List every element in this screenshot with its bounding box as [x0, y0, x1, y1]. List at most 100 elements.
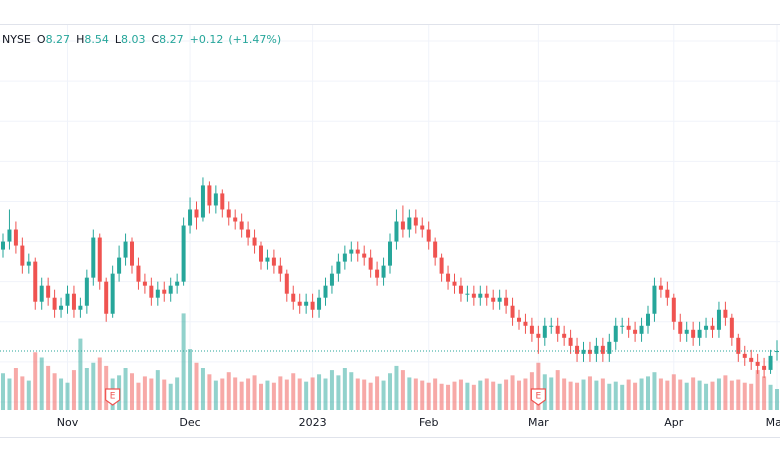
volume-bar	[536, 362, 541, 410]
candle-body	[149, 285, 154, 298]
candle-body	[600, 345, 605, 354]
candle-body	[710, 325, 715, 330]
candle-body	[84, 277, 89, 306]
volume-bar	[491, 381, 496, 410]
candle-body	[239, 221, 244, 230]
volume-bar	[581, 379, 586, 410]
x-tick-label: 2023	[299, 416, 327, 429]
volume-bar	[162, 379, 167, 410]
candle-body	[594, 345, 599, 354]
volume-bar	[704, 383, 709, 410]
legend-value: 8.54	[84, 33, 109, 46]
volume-bar	[65, 382, 70, 410]
volume-bar	[762, 376, 767, 410]
candle-body	[1, 241, 5, 250]
volume-bar	[458, 379, 463, 410]
legend-key: C	[151, 33, 159, 46]
candle-body	[562, 333, 567, 338]
volume-bar	[59, 378, 64, 410]
candle-body	[310, 301, 315, 310]
candle-body	[207, 185, 212, 206]
volume-bar	[407, 377, 412, 410]
volume-bar	[207, 374, 212, 410]
volume-bar	[607, 383, 612, 410]
candle-body	[271, 257, 276, 266]
candle-body	[704, 325, 709, 330]
volume-bar	[600, 378, 605, 410]
candle-body	[368, 257, 373, 270]
candle-body	[517, 317, 521, 322]
volume-bar	[239, 381, 244, 410]
volume-bar	[568, 381, 573, 410]
candle-body	[529, 325, 534, 334]
volume-bar	[555, 370, 560, 410]
volume-bar	[194, 362, 199, 410]
x-tick-label: Apr	[664, 416, 684, 429]
volume-bar	[136, 382, 141, 410]
volume-bar	[388, 373, 392, 410]
candle-body	[652, 285, 657, 314]
volume-bar	[20, 376, 25, 410]
candle-body	[317, 297, 322, 310]
candle-body	[658, 285, 663, 290]
candle-body	[136, 265, 141, 282]
legend-header: NYSE O8.27 H8.54 L8.03 C8.27 +0.12 (+1.47%)	[2, 33, 281, 46]
volume-bar	[97, 357, 102, 410]
candle-body	[536, 333, 541, 338]
volume-bar	[420, 380, 425, 410]
candle-body	[323, 285, 328, 298]
volume-bar	[484, 378, 489, 410]
earnings-marker: E	[105, 388, 121, 406]
volume-bar	[671, 374, 676, 410]
legend-value: 8.03	[121, 33, 146, 46]
candle-body	[613, 325, 618, 342]
volume-bar	[349, 372, 354, 410]
candle-body	[626, 325, 631, 330]
earnings-label: E	[536, 392, 542, 402]
candle-body	[362, 253, 367, 258]
volume-bar	[478, 380, 483, 410]
candle-body	[549, 325, 554, 327]
candle-body	[213, 193, 218, 206]
volume-bar	[691, 377, 696, 410]
volume-bar	[226, 372, 231, 410]
volume-bar	[362, 379, 367, 410]
x-tick-label: Dec	[179, 416, 200, 429]
candle-body	[52, 297, 57, 310]
candle-body	[20, 245, 25, 266]
volume-bar	[1, 373, 5, 410]
candle-body	[768, 355, 773, 370]
volume-bar	[278, 376, 283, 410]
candle-body	[336, 261, 341, 274]
volume-bar	[323, 378, 328, 410]
volume-bar	[317, 374, 322, 410]
candle-body	[200, 185, 205, 218]
exchange: NYSE	[2, 33, 31, 46]
volume-bar	[26, 380, 31, 410]
candle-body	[13, 229, 18, 246]
candle-body	[762, 365, 767, 370]
candle-body	[130, 241, 134, 266]
volume-bar	[504, 379, 509, 410]
candle-body	[188, 209, 193, 226]
volume-bar	[723, 375, 728, 410]
candle-body	[575, 345, 580, 354]
candle-body	[581, 349, 586, 354]
candle-body	[375, 269, 380, 278]
candle-body	[446, 273, 451, 282]
candle-body	[39, 285, 44, 302]
candle-body	[342, 253, 347, 262]
candle-body	[691, 329, 696, 338]
volume-bar	[381, 380, 386, 410]
volume-bar	[265, 380, 270, 410]
candle-body	[233, 217, 238, 222]
volume-bar	[523, 378, 528, 410]
candle-body	[407, 217, 412, 230]
candle-body	[491, 297, 496, 302]
volume-bar	[742, 382, 747, 410]
candle-body	[555, 325, 560, 334]
candle-body	[194, 209, 199, 218]
volume-bar	[284, 379, 289, 410]
candle-body	[71, 293, 76, 310]
